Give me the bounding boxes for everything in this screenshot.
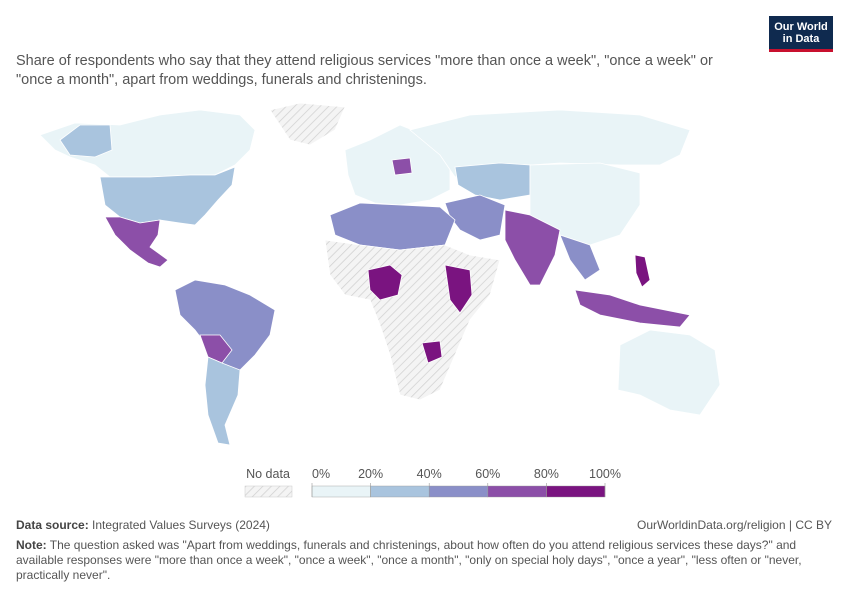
note-text: The question asked was "Apart from weddi… [16,538,802,582]
legend-bin [429,485,489,498]
logo-line: in Data [782,33,820,45]
country-region[interactable] [454,162,531,201]
country-region[interactable] [269,102,346,146]
country-region[interactable] [634,254,651,288]
title: Share of respondents who say that they a… [16,53,713,88]
legend-tick-label: 100% [589,467,621,481]
legend-tick-label: 60% [475,467,500,481]
country-region[interactable] [324,239,501,401]
country-region[interactable] [559,234,601,281]
legend-bin [546,485,606,498]
source-text: Integrated Values Surveys (2024) [92,518,270,532]
legend-no-data-swatch [244,485,293,498]
world-map [39,102,721,446]
source-label: Data source: [16,518,89,532]
country-region[interactable] [444,264,473,314]
note-label: Note: [16,538,47,552]
legend-tick-label: 40% [417,467,442,481]
country-region[interactable] [444,194,506,241]
country-region[interactable] [504,209,561,286]
source: Data source: Integrated Values Surveys (… [16,518,270,532]
country-region[interactable] [391,157,413,176]
legend-bin [487,485,547,498]
url[interactable]: OurWorldinData.org/religion | CC BY [637,518,832,532]
legend-bin [311,485,371,498]
country-region[interactable] [409,109,691,178]
country-region[interactable] [199,334,233,364]
country-region[interactable] [174,279,276,371]
note: Note: The question asked was "Apart from… [16,538,826,583]
country-region[interactable] [204,356,241,446]
country-region[interactable] [421,340,443,364]
country-region[interactable] [617,329,721,416]
legend-tick-label: 20% [358,467,383,481]
legend-no-data-label: No data [246,467,290,481]
country-region[interactable] [104,216,169,268]
legend-tick-label: 80% [534,467,559,481]
country-region[interactable] [329,202,456,251]
legend-tick-label: 0% [312,467,330,481]
country-region[interactable] [574,289,691,328]
legend-bin [370,485,430,498]
logo-line: Our World [774,21,828,33]
country-region[interactable] [367,264,403,301]
legend: No data 0% 20% 40% 60% 80% 100% [244,467,621,498]
country-region[interactable] [59,124,113,158]
logo[interactable]: Our World in Data [769,16,833,52]
